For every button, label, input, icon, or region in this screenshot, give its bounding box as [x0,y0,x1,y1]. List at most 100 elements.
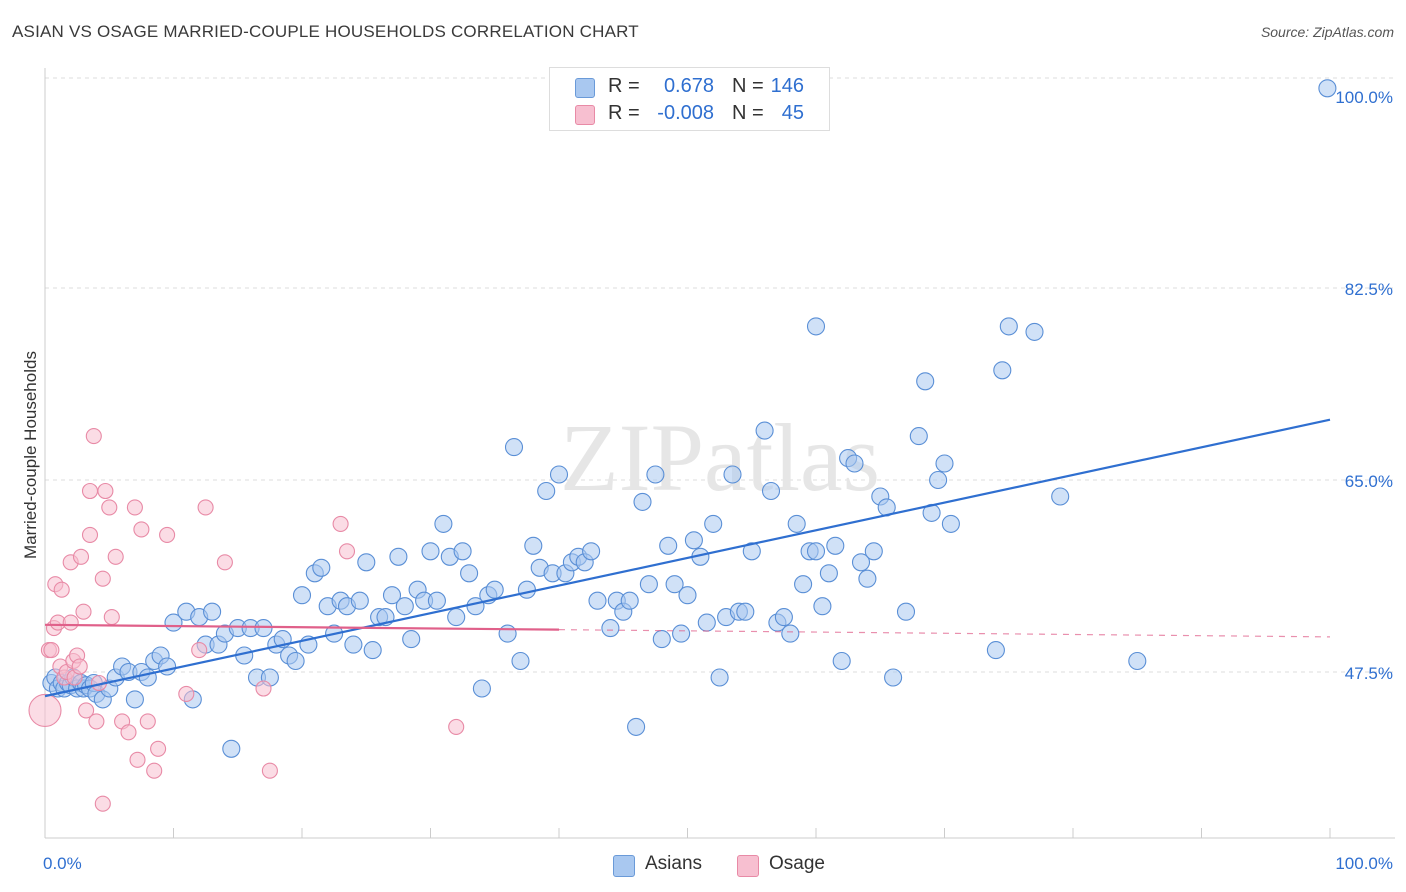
asian-point [858,569,877,588]
asian-point [781,624,800,643]
asian-point [1051,487,1070,506]
asian-point [203,602,222,621]
y-tick-label: 82.5% [1345,280,1393,299]
osage-point [94,570,111,587]
asian-point [382,586,402,605]
asian-point [736,602,755,621]
osage-point [126,499,143,516]
asian-point [941,514,960,533]
asian-point [633,492,652,511]
asian-point [864,542,883,561]
asian-point [524,536,543,555]
asian-point [485,580,504,599]
osage-point [191,642,208,659]
osage-trend-line [44,623,560,631]
asian-point [389,547,408,566]
asian-point [498,624,517,643]
osage-point [94,795,111,812]
asian-point [1025,322,1044,341]
asian-point [832,651,851,671]
asian-point [402,630,421,649]
asian-point [652,630,671,649]
asian-point [421,542,440,561]
asian-point [999,317,1018,336]
asian-point [395,597,414,616]
osage-point [261,762,278,779]
asian-point [851,553,871,572]
chart-title: ASIAN VS OSAGE MARRIED-COUPLE HOUSEHOLDS… [12,22,639,41]
asian-point [826,536,845,555]
asian-point [697,613,716,632]
asian-point [434,514,453,533]
asian-point [986,641,1005,660]
osage-point [71,658,88,675]
data-points [28,79,1337,812]
legend-r-label: R = [608,102,640,124]
osage-trend-extension [558,629,1331,638]
asian-point [787,514,806,533]
osage-point [28,693,62,727]
asian-point [627,717,646,736]
osage-point [448,718,465,735]
asian-point [511,651,530,671]
x-tick-label-max: 100.0% [1335,854,1393,873]
osage-point [120,724,137,741]
osage-point [78,702,95,719]
osage-point [216,554,233,571]
asian-point [125,690,144,709]
legend-r-value: -0.008 [657,102,714,124]
asian-point [472,679,491,698]
y-tick-label: 100.0% [1335,88,1393,107]
asian-point [794,575,813,594]
asian-point [357,553,376,572]
osage-point [255,680,272,697]
legend-n-label: N = [732,75,764,97]
asian-point [1318,79,1337,98]
legend-swatch-asians [613,855,635,877]
legend-n-value: 45 [781,102,804,124]
asian-point [742,542,761,561]
x-tick-label-min: 0.0% [43,854,82,873]
asian-point [845,454,864,473]
asian-trend-line [44,418,1331,698]
osage-point [197,499,214,516]
asian-point [460,564,479,583]
y-axis-title: Married-couple Households [21,351,40,559]
asian-point [549,465,569,484]
asian-point [350,591,369,610]
asian-point [517,580,536,599]
asian-point [755,421,774,440]
asian-point [806,317,826,336]
osage-point [103,609,120,626]
grid-lines [45,77,1395,673]
asian-point [909,427,928,446]
asian-point [929,470,948,490]
asian-point [254,619,273,638]
correlation-legend: R = 0.678 N = 146 R = -0.008 N = 45 [549,67,830,131]
osage-point [338,543,356,560]
osage-point [150,740,167,757]
asian-point [774,608,793,627]
osage-point [178,685,195,702]
asian-point [286,651,305,671]
legend-r-label: R = [608,75,640,97]
y-tick-label: 65.0% [1345,472,1393,491]
asian-point [504,438,524,457]
trend-lines [44,418,1331,698]
osage-point [159,526,176,543]
osage-point [107,548,124,565]
asian-point [222,739,241,758]
asian-point [1128,651,1147,671]
legend-r-value: 0.678 [663,75,714,97]
osage-point [133,521,150,538]
osage-point [43,642,60,659]
asian-point [659,536,678,555]
asian-point [806,542,826,561]
asian-point [884,668,903,687]
watermark: ZIPatlas [560,404,880,511]
asian-point [601,619,620,638]
asian-point [312,558,331,577]
asian-point [723,465,742,484]
asian-point [537,481,556,501]
